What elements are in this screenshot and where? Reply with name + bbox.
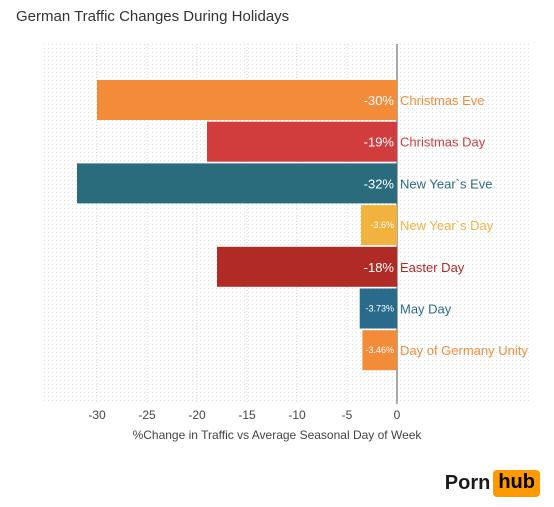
bar: [361, 205, 397, 246]
x-tick-label: -20: [188, 408, 206, 422]
bar: [207, 121, 397, 162]
category-label: Christmas Day: [400, 135, 486, 150]
category-label: New Year`s Eve: [400, 176, 493, 191]
category-label: Easter Day: [400, 260, 465, 275]
x-tick-label: 0: [394, 408, 401, 422]
x-tick-label: -5: [342, 408, 353, 422]
bar-value-label: -30%: [364, 93, 395, 108]
bar: [77, 163, 397, 204]
x-tick-label: -25: [138, 408, 156, 422]
category-label: Day of Germany Unity: [400, 343, 528, 358]
chart-title: German Traffic Changes During Holidays: [16, 8, 290, 25]
bar-value-label: -3.73%: [365, 304, 394, 314]
bar-value-label: -3.6%: [370, 220, 394, 230]
x-tick-label: -30: [88, 408, 106, 422]
bar-value-label: -19%: [364, 135, 395, 150]
bar: [217, 246, 397, 287]
category-label: New Year`s Day: [400, 218, 494, 233]
bar-value-label: -3.46%: [365, 345, 394, 355]
category-label: Christmas Eve: [400, 93, 485, 108]
x-axis-label: %Change in Traffic vs Average Seasonal D…: [132, 428, 422, 442]
bar: [362, 330, 397, 371]
bar: [97, 80, 397, 120]
bar: [359, 288, 397, 329]
category-label: May Day: [400, 302, 452, 317]
logo-text-right: hub: [493, 470, 540, 497]
x-tick-label: -15: [238, 408, 256, 422]
bar-value-label: -32%: [364, 176, 395, 191]
logo-text-left: Porn: [444, 472, 491, 494]
bar-value-label: -18%: [364, 260, 395, 275]
brand-logo: Porn hub: [445, 470, 540, 497]
x-tick-label: -10: [288, 408, 306, 422]
